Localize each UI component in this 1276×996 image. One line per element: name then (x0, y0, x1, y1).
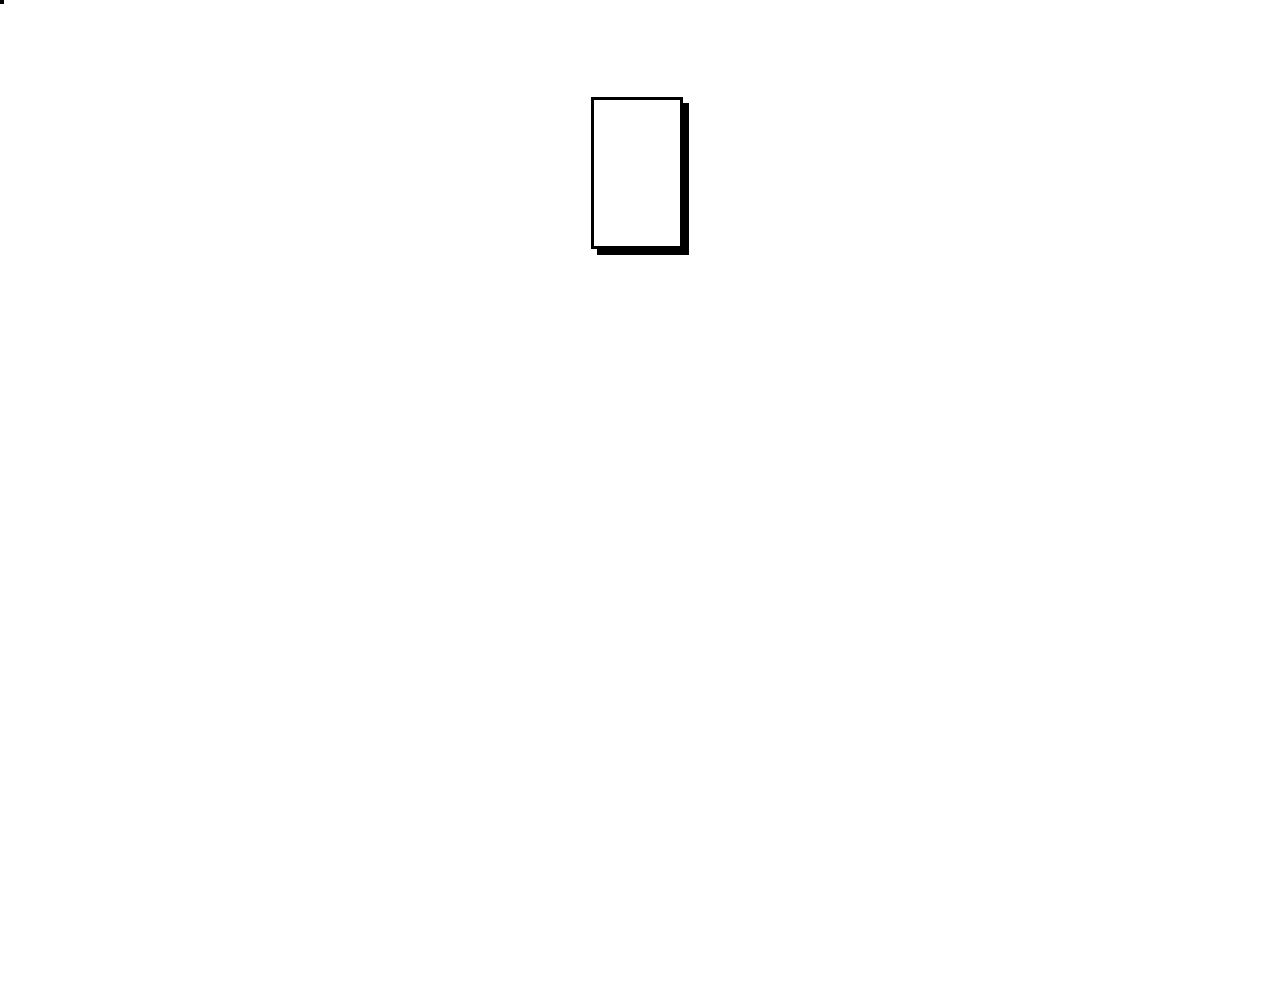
legend (591, 97, 683, 249)
plot-frame (0, 0, 4, 4)
